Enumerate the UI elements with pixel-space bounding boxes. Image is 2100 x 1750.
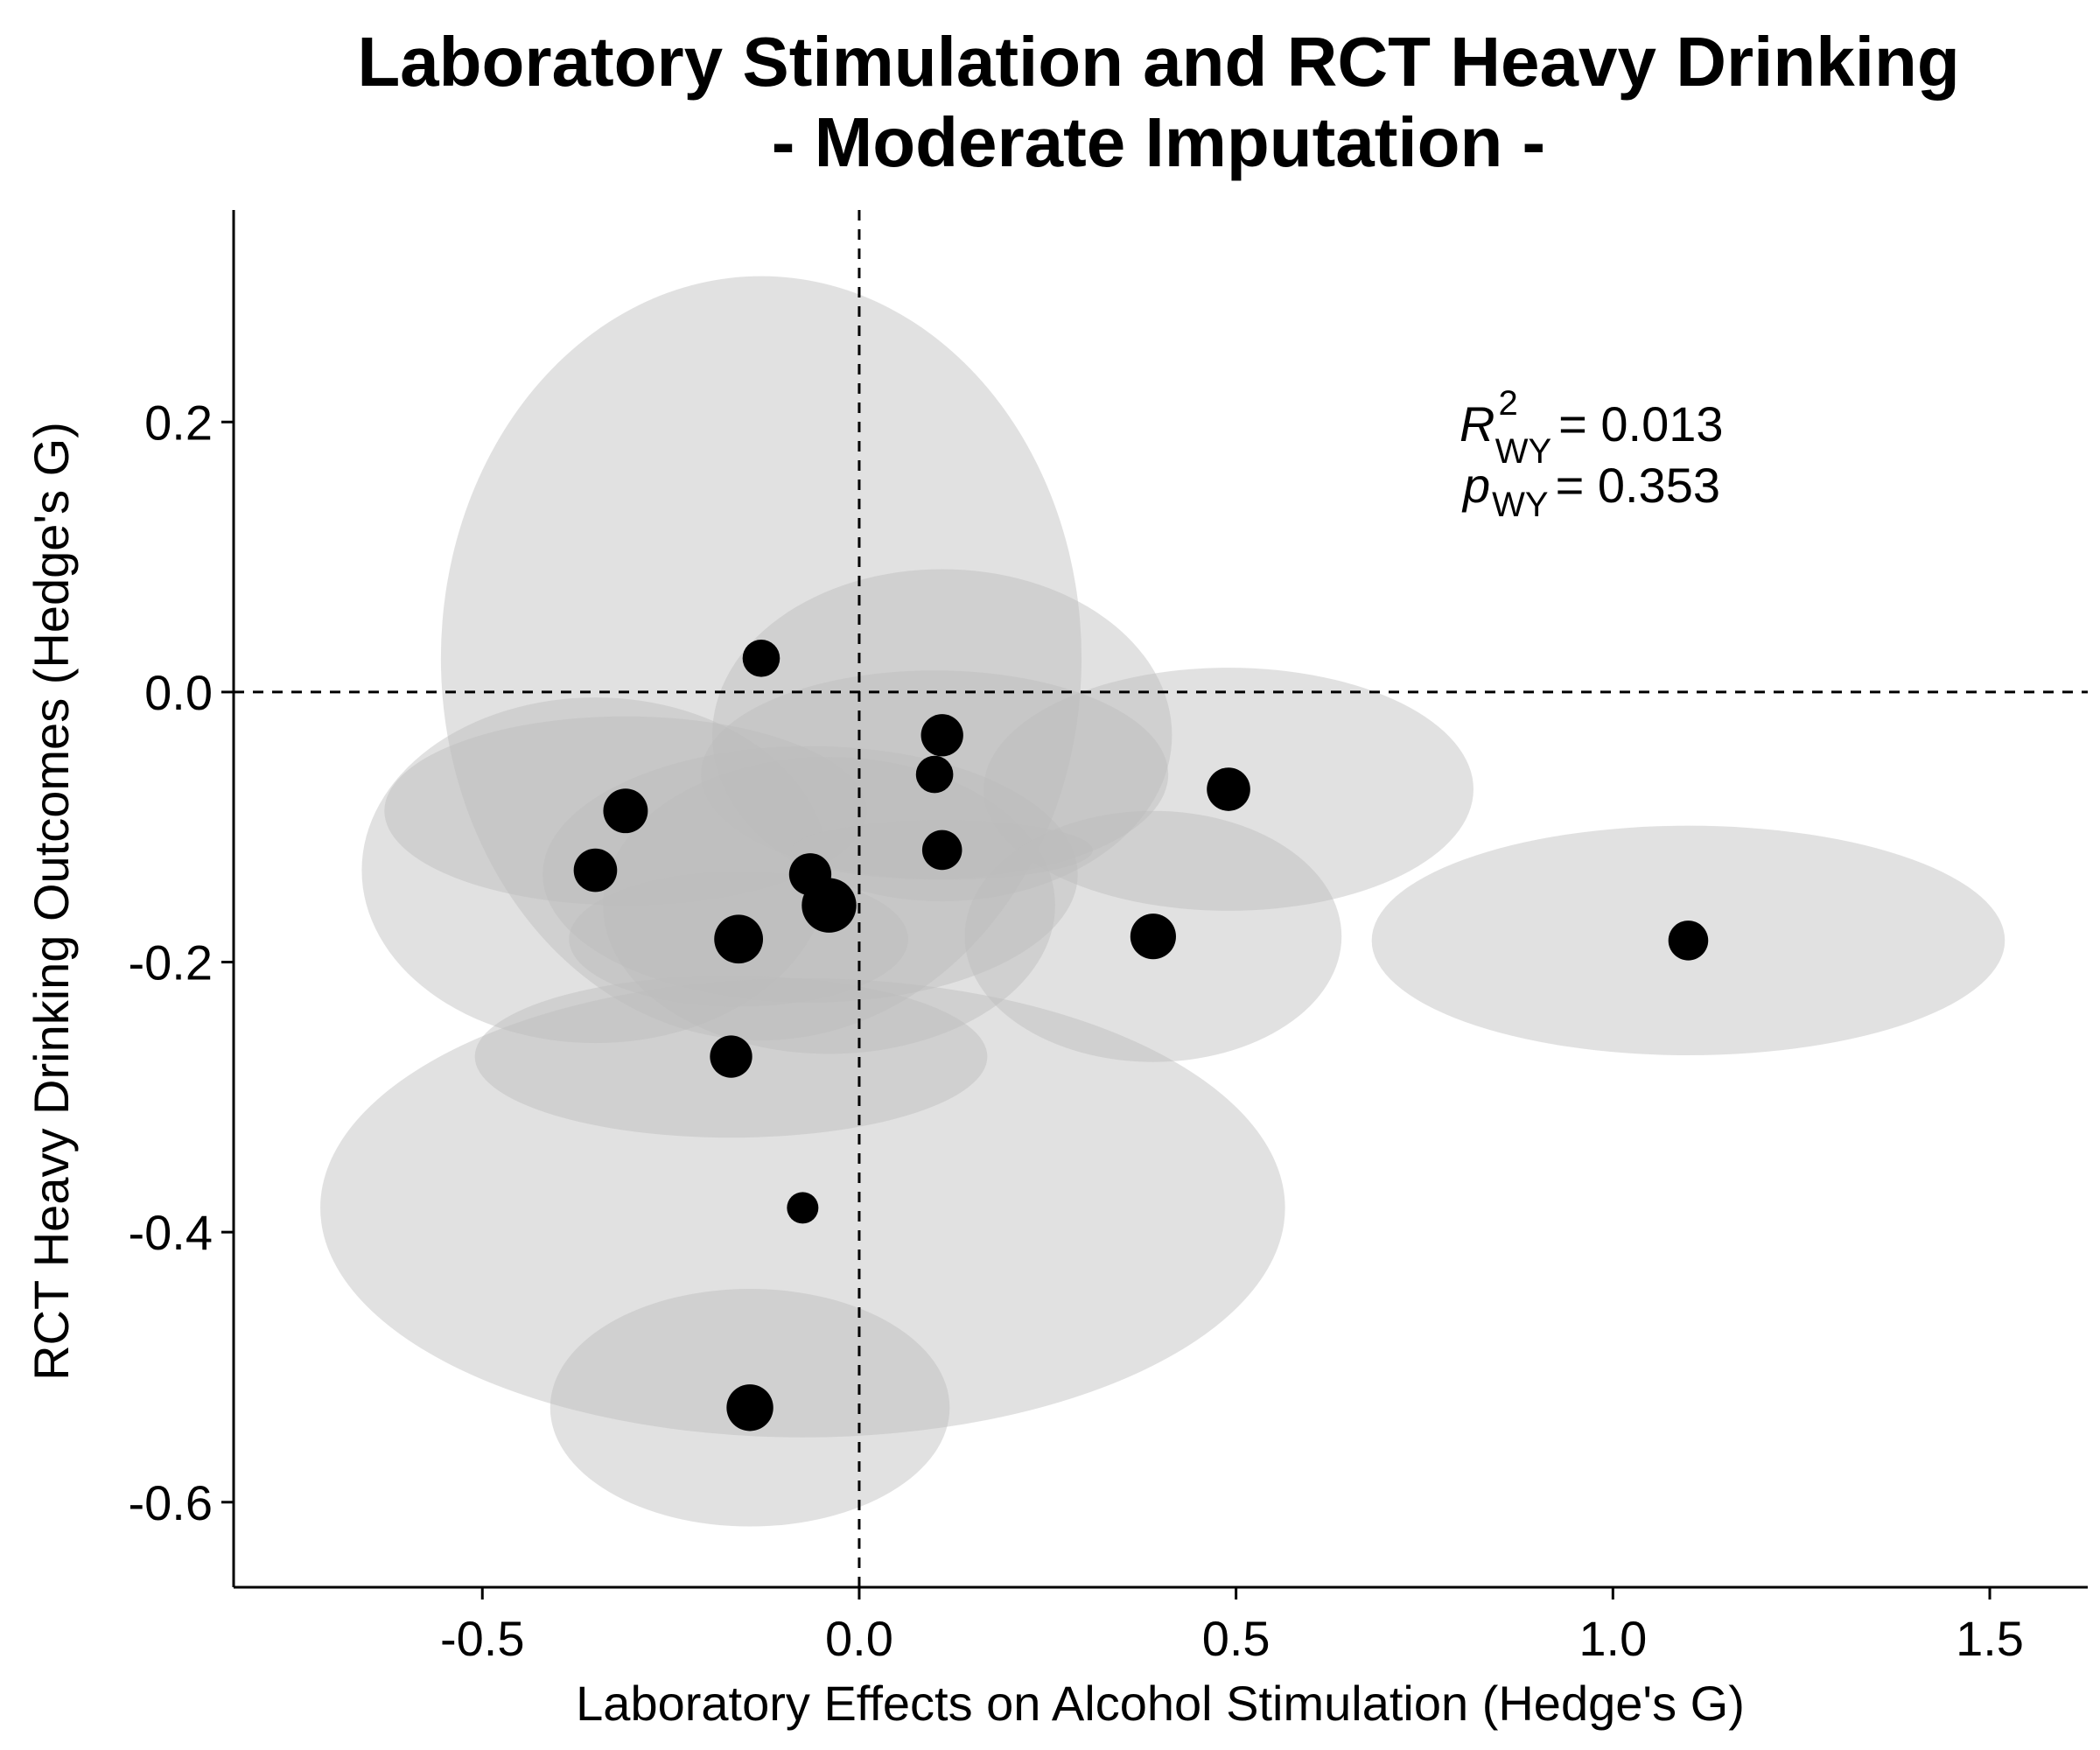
data-point-3 bbox=[573, 848, 618, 892]
y-tick-label: -0.4 bbox=[129, 1205, 214, 1260]
x-tick-label: -0.5 bbox=[440, 1611, 525, 1666]
data-point-6 bbox=[714, 914, 764, 964]
confidence-ellipses bbox=[320, 276, 2006, 1527]
y-axis-title: RCT Heavy Drinking Outcomes (Hedge's G) bbox=[24, 422, 79, 1381]
data-point-13 bbox=[1207, 767, 1250, 811]
y-axis-ticks: 0.2 0.0 -0.2 -0.4 -0.6 bbox=[129, 395, 234, 1530]
x-tick-label: 1.5 bbox=[1956, 1611, 2024, 1666]
x-tick-label: 0.0 bbox=[825, 1611, 893, 1666]
p-value-symbol: p bbox=[1461, 458, 1490, 513]
data-point-12 bbox=[921, 830, 962, 871]
x-axis-ticks: -0.5 0.0 0.5 1.0 1.5 bbox=[440, 1587, 2024, 1666]
x-axis-title: Laboratory Effects on Alcohol Stimulatio… bbox=[576, 1676, 1745, 1731]
data-point-2 bbox=[603, 788, 648, 834]
data-point-9 bbox=[726, 1384, 774, 1432]
y-tick-label: 0.2 bbox=[144, 395, 213, 450]
data-points bbox=[573, 640, 1709, 1432]
chart-title-line-1: Laboratory Stimulation and RCT Heavy Dri… bbox=[357, 23, 1959, 101]
reference-lines bbox=[234, 210, 2088, 1587]
data-point-8 bbox=[787, 1192, 819, 1224]
y-tick-label: 0.0 bbox=[144, 665, 213, 720]
r-squared-symbol: R bbox=[1460, 396, 1494, 452]
p-value-line: pWY = 0.353 bbox=[1461, 458, 1720, 524]
chart-title: Laboratory Stimulation and RCT Heavy Dri… bbox=[357, 23, 1959, 181]
y-tick-label: -0.2 bbox=[129, 935, 214, 990]
x-tick-label: 0.5 bbox=[1202, 1611, 1270, 1666]
data-point-14 bbox=[1130, 914, 1176, 960]
y-tick-label: -0.6 bbox=[129, 1475, 214, 1530]
data-point-11 bbox=[915, 755, 954, 794]
p-value-value: = 0.353 bbox=[1556, 458, 1720, 513]
x-tick-label: 1.0 bbox=[1578, 1611, 1647, 1666]
r-squared-subscript: WY bbox=[1495, 432, 1551, 471]
data-point-7 bbox=[710, 1035, 752, 1078]
r-squared-line: R 2 WY = 0.013 bbox=[1460, 384, 1724, 471]
axes bbox=[232, 210, 2088, 1589]
chart-title-line-2: - Moderate Imputation - bbox=[772, 103, 1545, 181]
data-point-1 bbox=[742, 640, 780, 677]
data-point-10 bbox=[920, 714, 963, 757]
data-point-15 bbox=[1668, 920, 1709, 961]
data-point-5 bbox=[802, 878, 857, 933]
r-squared-value: = 0.013 bbox=[1558, 396, 1723, 452]
p-value-subscript: WY bbox=[1492, 486, 1548, 524]
regression-annotation: R 2 WY = 0.013 pWY = 0.353 bbox=[1460, 384, 1724, 524]
r-squared-superscript: 2 bbox=[1498, 384, 1517, 423]
